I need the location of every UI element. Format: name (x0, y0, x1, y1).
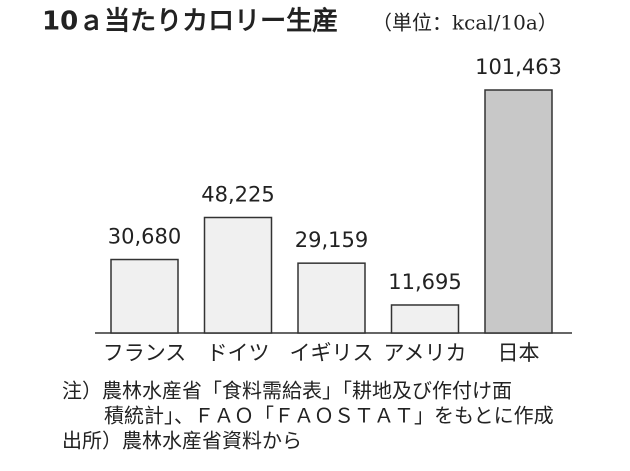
chart-title: 10ａ当たりカロリー生産 (42, 6, 338, 37)
source: 出所）農林水産省資料から (62, 429, 302, 453)
note: 注）農林水産省「食料需給表」「耕地及び作付け面 (62, 379, 512, 403)
bar (484, 89, 553, 334)
bar (203, 216, 273, 334)
x-tick-label: ドイツ (207, 341, 270, 365)
value-label: 29,159 (295, 228, 368, 252)
x-tick-label: イギリス (290, 341, 374, 365)
x-tick-label: 日本 (498, 341, 540, 365)
x-tick-label: アメリカ (384, 341, 467, 365)
bar (390, 304, 460, 334)
note: 積統計」、ＦＡＯ「ＦＡＯＳＴＡＴ」をもとに作成 (104, 404, 554, 428)
value-label: 101,463 (475, 55, 562, 79)
bar (110, 258, 179, 334)
chart-subtitle: （単位：kcal/10a） (372, 11, 558, 35)
x-tick-label: フランス (103, 341, 187, 365)
value-label: 30,680 (108, 225, 181, 249)
value-label: 11,695 (388, 270, 461, 294)
bar (297, 262, 366, 334)
value-label: 48,225 (201, 183, 274, 207)
